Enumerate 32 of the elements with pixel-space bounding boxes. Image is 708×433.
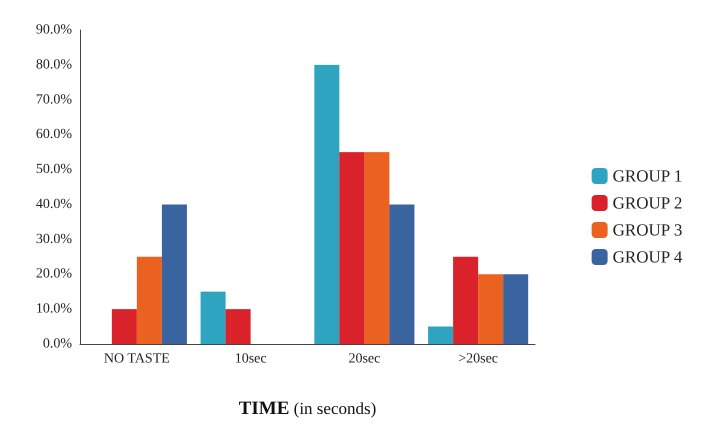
x-tick-label: NO TASTE	[104, 352, 170, 366]
x-tick-label: 20sec	[348, 352, 380, 366]
bar	[503, 274, 528, 344]
y-tick-label: 50.0%	[36, 162, 72, 178]
y-tick-label: 60.0%	[36, 127, 72, 142]
x-axis-title: TIME (in seconds)	[238, 398, 376, 419]
y-tick-label: 30.0%	[36, 232, 72, 247]
legend-label: GROUP 4	[612, 248, 683, 266]
y-tick-label: 80.0%	[36, 57, 72, 72]
legend-label: GROUP 2	[612, 194, 682, 212]
y-tick-label: 10.0%	[36, 302, 72, 317]
y-tick-label: 90.0%	[36, 22, 72, 38]
bar	[112, 309, 137, 344]
bar	[364, 152, 390, 344]
legend-label: GROUP 1	[612, 166, 682, 186]
y-tick-label: 70.0%	[36, 92, 72, 108]
bar	[314, 64, 340, 344]
x-tick-label: 10sec	[234, 352, 267, 366]
y-tick-label: 20.0%	[36, 266, 72, 282]
bar	[339, 152, 364, 344]
bar	[428, 326, 454, 344]
bar	[453, 256, 478, 344]
bar	[389, 204, 414, 344]
legend-label: GROUP 3	[612, 220, 682, 240]
x-tick-label: >20sec	[458, 352, 498, 366]
bar	[226, 309, 251, 344]
bar	[200, 292, 226, 344]
bar	[136, 256, 162, 344]
bar	[478, 274, 504, 344]
y-tick-label: 40.0%	[36, 196, 72, 212]
y-tick-label: 0.0%	[42, 336, 72, 352]
bar	[162, 204, 187, 344]
